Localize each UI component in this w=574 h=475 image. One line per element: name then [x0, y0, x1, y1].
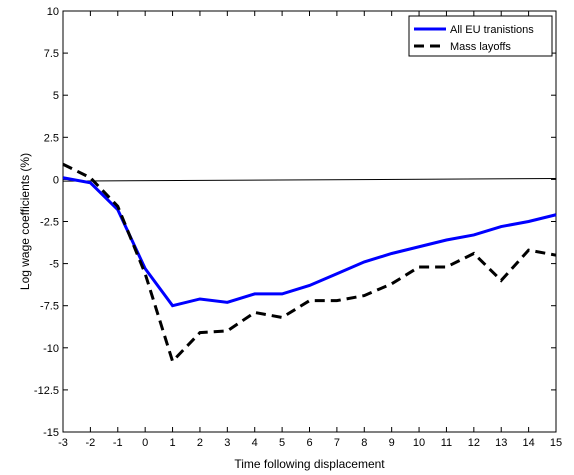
x-tick-label: 10 [413, 437, 425, 449]
y-tick-label: 2.5 [44, 132, 59, 144]
x-tick-label: 3 [224, 437, 230, 449]
x-tick-label: 1 [169, 437, 175, 449]
y-tick-label: -15 [43, 427, 59, 439]
x-tick-label: 2 [197, 437, 203, 449]
x-tick-label: -2 [85, 437, 95, 449]
x-tick-label: 15 [550, 437, 562, 449]
x-axis-label: Time following displacement [234, 457, 385, 471]
x-tick-label: 0 [142, 437, 148, 449]
legend-label-all-eu: All EU tranistions [450, 24, 534, 36]
legend-label-mass-layoffs: Mass layoffs [450, 41, 511, 53]
y-tick-label: 7.5 [44, 48, 59, 60]
zero-reference-line [62, 178, 557, 182]
x-tick-label: 7 [334, 437, 340, 449]
plot-area [62, 10, 557, 433]
x-tick-label: 14 [522, 437, 534, 449]
y-tick-label: 0 [53, 174, 59, 186]
x-tick-label: 5 [279, 437, 285, 449]
y-tick-label: -2.5 [40, 217, 59, 229]
y-tick-label: -7.5 [40, 301, 59, 313]
series-line-mass-layoffs [62, 162, 557, 365]
y-tick-label: -10 [43, 343, 59, 355]
x-tick-label: 6 [306, 437, 312, 449]
y-tick-label: -12.5 [34, 385, 59, 397]
legend-box [408, 15, 553, 57]
y-tick-label: -5 [49, 259, 59, 271]
x-tick-label: -3 [58, 437, 68, 449]
x-tick-label: 9 [389, 437, 395, 449]
x-tick-label: -1 [113, 437, 123, 449]
x-axis-ticks: -3 -2 -1 0 1 2 3 4 5 6 7 8 9 10 11 12 13 14 15 [58, 11, 562, 449]
series-line-all-eu [62, 176, 557, 308]
series-lines [62, 162, 557, 365]
legend: All EU tranistions Mass layoffs [408, 15, 553, 57]
x-tick-label: 11 [441, 437, 452, 449]
y-axis-label: Log wage coefficients (%) [18, 153, 32, 290]
x-tick-label: 4 [252, 437, 258, 449]
x-tick-label: 13 [495, 437, 507, 449]
y-tick-label: 5 [53, 90, 59, 102]
y-axis-ticks: 10 7.5 5 2.5 0 -2.5 -5 -7.5 -10 -12.5 -15 [34, 6, 556, 439]
x-tick-label: 8 [361, 437, 367, 449]
y-tick-label: 10 [47, 6, 59, 18]
x-tick-label: 12 [468, 437, 480, 449]
